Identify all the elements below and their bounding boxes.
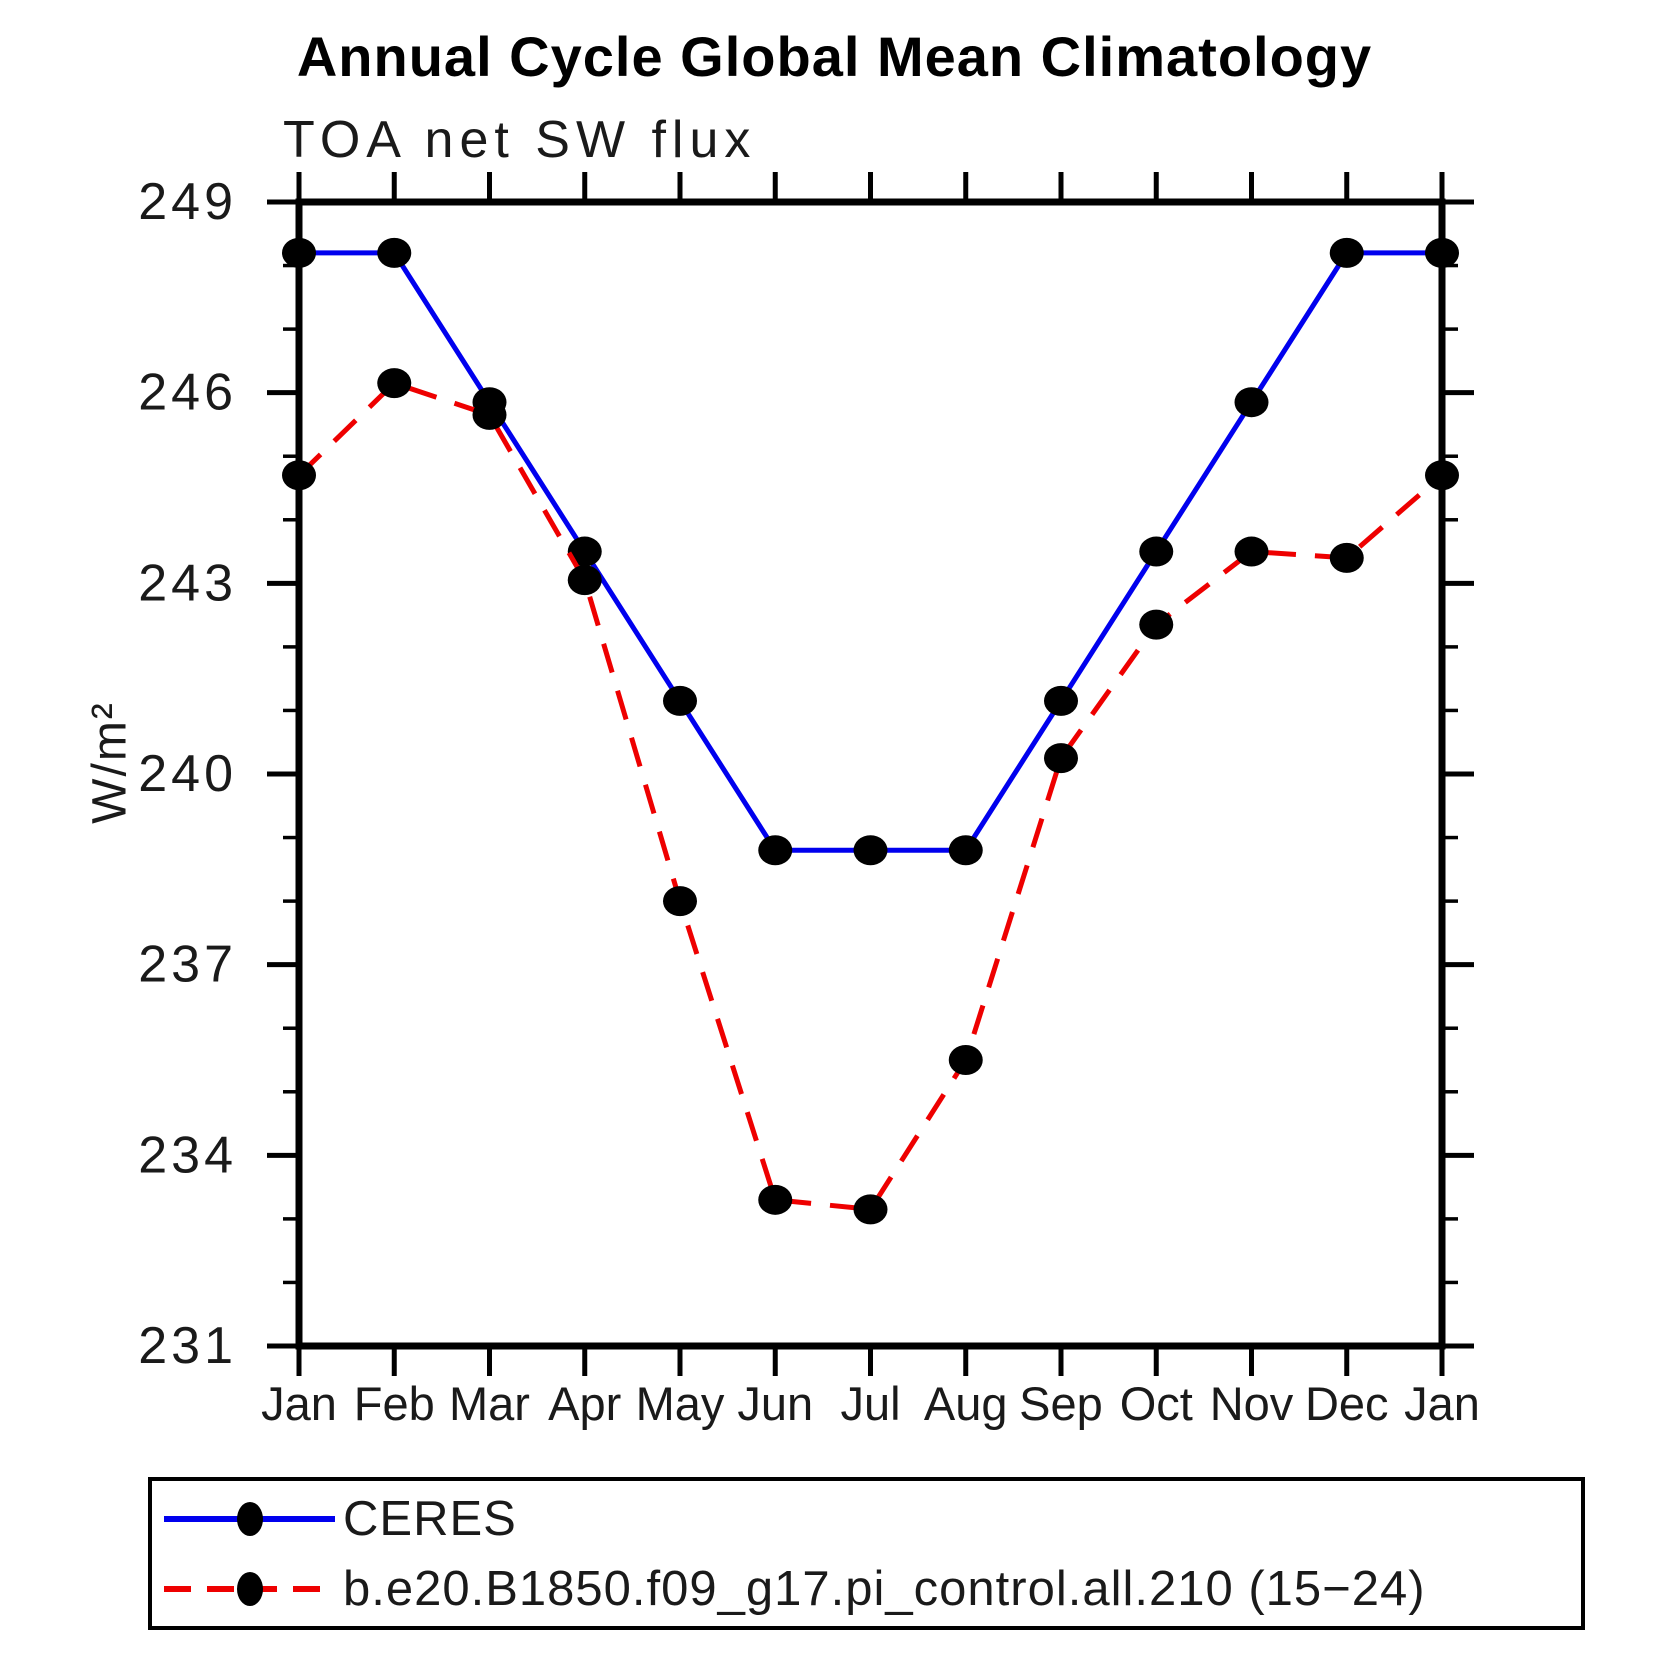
x-tick-label: Aug: [924, 1377, 1008, 1430]
x-tick-label: Mar: [449, 1377, 530, 1430]
legend-sample-dashed-line: [164, 1572, 335, 1606]
data-point-marker: [948, 1045, 983, 1075]
legend-box: CERES b.e20.B1850.f09_g17.pi_control.all…: [148, 1477, 1585, 1630]
data-point-marker: [758, 835, 793, 866]
data-point-marker: [1234, 387, 1269, 418]
legend-entry-ceres: CERES: [162, 1489, 517, 1549]
x-tick-label: Dec: [1305, 1377, 1389, 1430]
x-tick-label: Jul: [840, 1377, 900, 1430]
data-point-marker: [567, 536, 602, 567]
data-point-marker: [472, 399, 507, 430]
data-point-marker: [282, 237, 316, 268]
y-tick-label: 231: [138, 1317, 237, 1375]
x-tick-label: Jan: [261, 1377, 337, 1430]
legend-label-model: b.e20.B1850.f09_g17.pi_control.all.210 (…: [343, 1562, 1426, 1616]
y-tick-label: 240: [138, 745, 237, 803]
y-tick-label: 237: [138, 936, 237, 994]
series-line-1: [297, 380, 1444, 1212]
data-point-marker: [1139, 536, 1174, 567]
data-point-marker: [1044, 743, 1078, 774]
chart-subtitle: TOA net SW flux: [283, 111, 757, 169]
data-point-marker: [853, 1194, 888, 1225]
data-point-marker: [377, 368, 412, 399]
x-tick-label: Nov: [1210, 1377, 1294, 1430]
data-point-marker: [663, 886, 697, 917]
chart-title: Annual Cycle Global Mean Climatology: [296, 25, 1373, 88]
y-tick-label: 249: [138, 173, 237, 231]
data-point-marker: [567, 565, 602, 596]
data-point-marker: [1044, 685, 1078, 716]
data-point-marker: [1329, 542, 1364, 573]
data-point-marker: [1329, 237, 1364, 268]
x-tick-label: Sep: [1019, 1377, 1103, 1430]
x-tick-label: May: [636, 1377, 725, 1430]
data-point-marker: [758, 1184, 793, 1215]
data-point-marker: [1139, 609, 1174, 640]
y-tick-label: 246: [138, 364, 237, 422]
data-point-marker: [948, 835, 983, 866]
legend-sample-solid-line: [164, 1502, 335, 1536]
x-tick-label: Apr: [548, 1377, 621, 1430]
x-tick-label: Jan: [1404, 1377, 1480, 1430]
y-tick-label: 234: [138, 1126, 237, 1184]
x-tick-label: Jun: [737, 1377, 813, 1430]
data-point-marker: [1234, 536, 1269, 567]
data-point-marker: [377, 237, 412, 268]
data-point-marker: [663, 685, 697, 716]
x-tick-label: Feb: [354, 1377, 435, 1430]
y-tick-label: 243: [138, 554, 237, 612]
x-tick-label: Oct: [1120, 1377, 1193, 1430]
legend-label-ceres: CERES: [343, 1492, 517, 1546]
legend-entry-model: b.e20.B1850.f09_g17.pi_control.all.210 (…: [162, 1559, 1426, 1619]
data-point-marker: [1425, 460, 1459, 491]
data-point-marker: [282, 460, 316, 491]
data-point-marker: [1425, 237, 1459, 268]
data-point-marker: [853, 835, 888, 866]
